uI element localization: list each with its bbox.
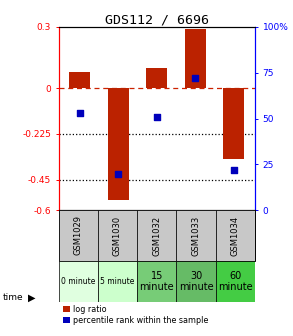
- Text: GSM1032: GSM1032: [152, 215, 161, 255]
- Bar: [137, 261, 176, 302]
- Bar: [216, 210, 255, 261]
- Text: GSM1034: GSM1034: [231, 215, 240, 255]
- Point: [77, 111, 82, 116]
- Text: 15
minute: 15 minute: [139, 270, 174, 292]
- Bar: [59, 261, 98, 302]
- Point: [116, 171, 121, 176]
- Bar: [59, 210, 98, 261]
- Point: [193, 76, 197, 81]
- Bar: [98, 261, 137, 302]
- Bar: [223, 88, 244, 159]
- Text: 5 minute: 5 minute: [100, 277, 135, 286]
- Bar: [146, 68, 167, 88]
- Bar: [216, 261, 255, 302]
- Bar: [98, 210, 137, 261]
- Text: GSM1029: GSM1029: [74, 215, 83, 255]
- Text: GSM1033: GSM1033: [192, 215, 200, 256]
- Bar: [176, 261, 216, 302]
- Bar: [176, 210, 216, 261]
- Title: GDS112 / 6696: GDS112 / 6696: [105, 14, 209, 27]
- Text: time: time: [3, 293, 23, 302]
- Point: [231, 167, 236, 173]
- Legend: log ratio, percentile rank within the sample: log ratio, percentile rank within the sa…: [63, 304, 209, 325]
- Text: 30
minute: 30 minute: [179, 270, 213, 292]
- Text: 60
minute: 60 minute: [218, 270, 253, 292]
- Text: GSM1030: GSM1030: [113, 215, 122, 255]
- Text: 0 minute: 0 minute: [61, 277, 96, 286]
- Text: ▶: ▶: [28, 292, 35, 302]
- Bar: [108, 88, 129, 200]
- Bar: [137, 210, 176, 261]
- Bar: [69, 72, 90, 88]
- Bar: [185, 29, 206, 88]
- Point: [154, 114, 159, 120]
